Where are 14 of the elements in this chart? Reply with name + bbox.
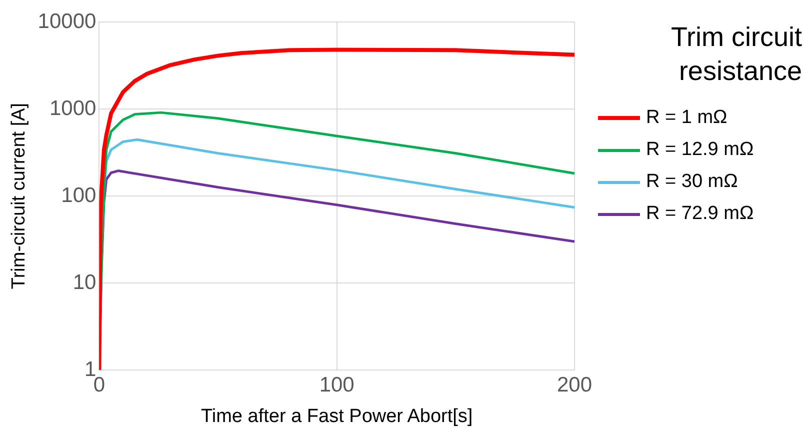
y-tick-label: 100	[61, 184, 96, 207]
y-axis-title: Trim-circuit current [A]	[8, 102, 30, 290]
x-axis-title: Time after a Fast Power Abort[s]	[200, 406, 473, 427]
y-tick-label: 10	[72, 270, 96, 294]
x-tick-label: 100	[319, 373, 354, 396]
y-tick-label: 10000	[38, 10, 96, 33]
legend-label: R = 12.9 mΩ	[646, 139, 754, 161]
legend-label: R = 30 mΩ	[646, 171, 738, 193]
legend-label: R = 72.9 mΩ	[646, 203, 754, 225]
legend-label: R = 1 mΩ	[646, 107, 728, 129]
x-tick-label: 200	[556, 373, 592, 396]
y-tick-label: 1000	[49, 96, 96, 120]
x-tick-label: 0	[93, 373, 106, 396]
legend-title: Trim circuit resistance	[670, 21, 803, 88]
